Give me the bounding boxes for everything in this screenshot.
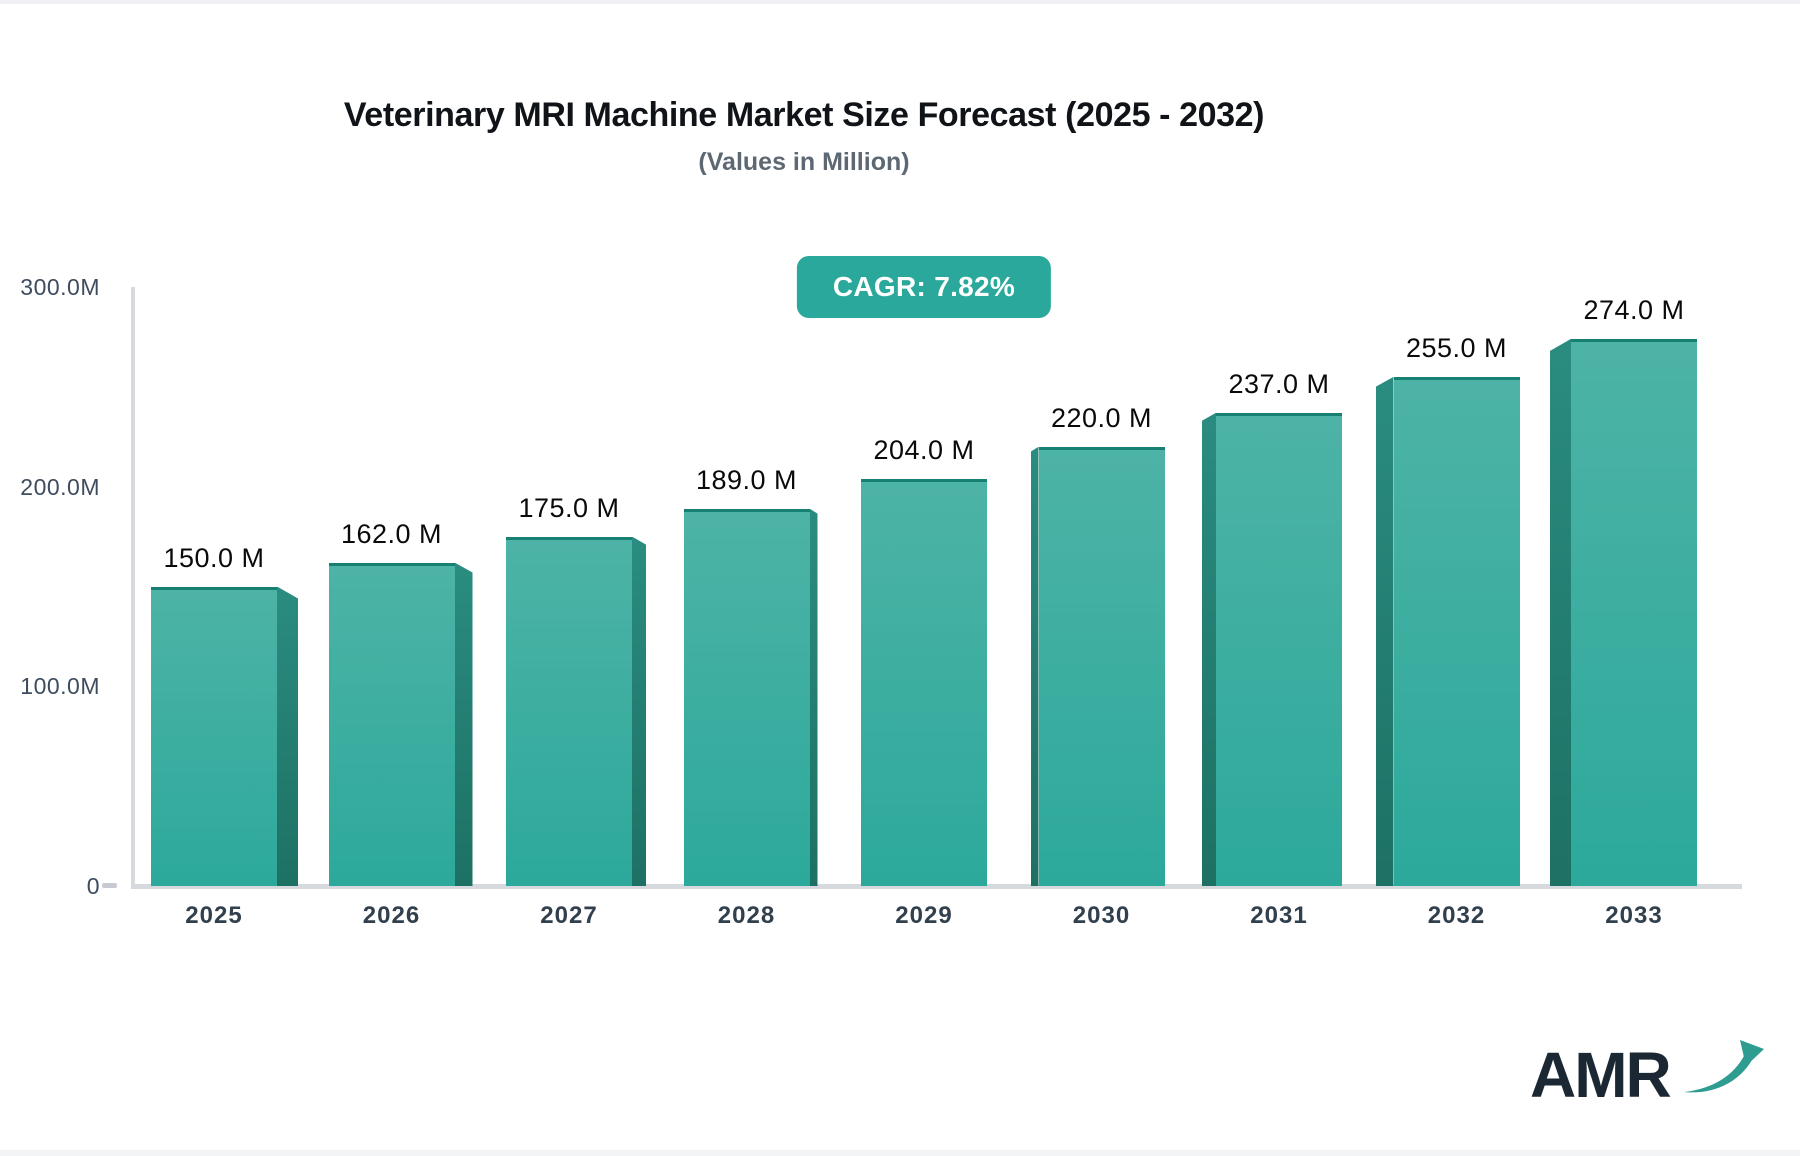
chart-title: Veterinary MRI Machine Market Size Forec… — [343, 96, 1265, 134]
top-frame-strip — [0, 0, 1800, 4]
y-axis-tick-0: 0 — [86, 873, 100, 899]
bar-side-face-2027 — [632, 536, 646, 886]
x-axis-baseline — [131, 884, 1742, 889]
bar-value-label-2031: 237.0 M — [1228, 368, 1330, 399]
bar-2030 — [1038, 446, 1165, 886]
bar-value-label-2026: 162.0 M — [340, 518, 443, 549]
bar-side-face-2031 — [1202, 412, 1216, 886]
y-axis-tick-300.0M: 300.0M — [20, 274, 100, 300]
y-axis-tick-100.0M: 100.0M — [20, 673, 100, 700]
bar-2033 — [1571, 338, 1697, 886]
bar-2028 — [683, 508, 810, 886]
bar-side-face-2025 — [277, 586, 298, 886]
amr-logo: AMR — [1530, 1032, 1770, 1122]
cagr-badge: CAGR: 7.82% — [796, 256, 1052, 318]
bar-value-label-2029: 204.0 M — [873, 434, 975, 465]
x-axis-label-2028: 2028 — [717, 902, 776, 929]
bottom-frame-strip — [0, 1150, 1800, 1156]
bar-value-label-2032: 255.0 M — [1405, 332, 1508, 363]
bar-side-face-2028 — [809, 508, 818, 886]
x-axis-label-2033: 2033 — [1605, 902, 1663, 929]
bar-2031 — [1216, 412, 1342, 886]
bar-side-face-2026 — [454, 562, 473, 886]
bar-2027 — [506, 536, 632, 886]
y-axis-tick-200.0M: 200.0M — [20, 473, 100, 500]
x-axis-label-2025: 2025 — [185, 902, 243, 929]
y-axis-zero-tick-mark — [102, 883, 117, 888]
x-axis-label-2027: 2027 — [540, 902, 598, 929]
bar-value-label-2030: 220.0 M — [1050, 402, 1153, 433]
x-axis-label-2032: 2032 — [1427, 902, 1486, 929]
bar-side-face-2032 — [1375, 376, 1394, 886]
bar-2025 — [151, 586, 277, 886]
bar-side-face-2030 — [1030, 446, 1039, 886]
growth-arrow-icon — [1684, 1040, 1764, 1093]
x-axis-label-2030: 2030 — [1072, 902, 1131, 929]
x-axis-label-2026: 2026 — [362, 902, 421, 929]
bar-value-label-2027: 175.0 M — [518, 492, 620, 523]
x-axis-label-2029: 2029 — [895, 902, 953, 929]
bar-2026 — [328, 562, 455, 886]
x-axis-label-2031: 2031 — [1250, 902, 1308, 929]
bar-side-face-2033 — [1550, 338, 1571, 886]
y-axis-line — [131, 287, 135, 887]
bar-value-label-2033: 274.0 M — [1583, 294, 1685, 325]
bar-value-label-2025: 150.0 M — [163, 542, 265, 573]
bar-2029 — [861, 478, 987, 886]
chart-subtitle: (Values in Million) — [698, 148, 910, 176]
bar-value-label-2028: 189.0 M — [695, 464, 798, 495]
amr-logo-text: AMR — [1530, 1039, 1672, 1111]
bar-2032 — [1393, 376, 1520, 886]
